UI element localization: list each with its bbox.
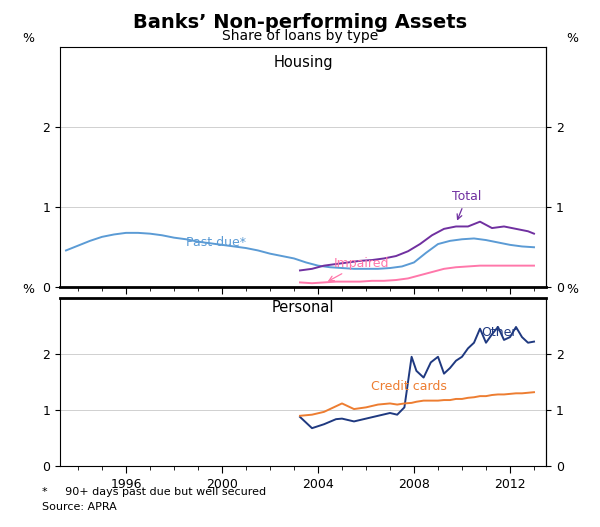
Text: Source: APRA: Source: APRA bbox=[42, 502, 117, 512]
Text: Total: Total bbox=[452, 190, 481, 219]
Text: %: % bbox=[22, 32, 34, 45]
Text: %: % bbox=[567, 283, 579, 296]
Text: Share of loans by type: Share of loans by type bbox=[222, 29, 378, 43]
Text: Housing: Housing bbox=[273, 55, 333, 70]
Text: Other: Other bbox=[481, 326, 517, 339]
Text: %: % bbox=[22, 283, 34, 296]
Text: Credit cards: Credit cards bbox=[371, 380, 446, 393]
Text: Personal: Personal bbox=[272, 300, 334, 315]
Text: *     90+ days past due but well secured: * 90+ days past due but well secured bbox=[42, 487, 266, 497]
Text: Banks’ Non-performing Assets: Banks’ Non-performing Assets bbox=[133, 13, 467, 32]
Text: Past due*: Past due* bbox=[186, 236, 246, 249]
Text: %: % bbox=[567, 32, 579, 45]
Text: Impaired: Impaired bbox=[329, 257, 389, 281]
